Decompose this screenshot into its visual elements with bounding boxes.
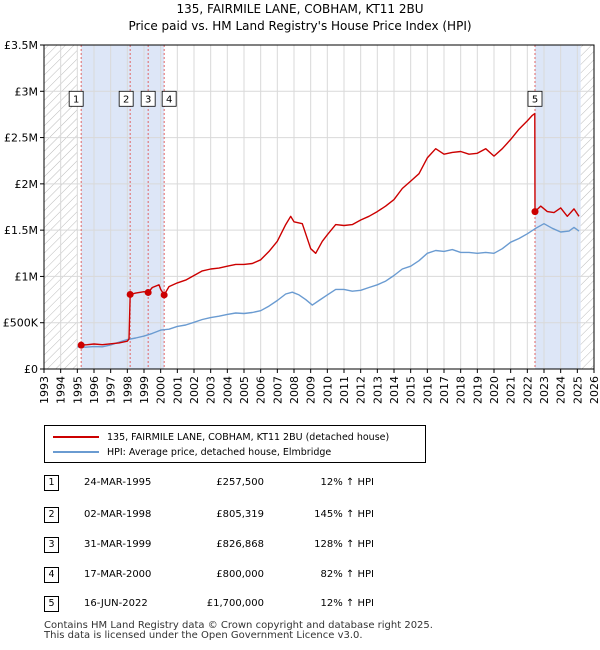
y-tick-label: £3M <box>15 85 39 98</box>
x-tick-label: 2012 <box>355 376 368 404</box>
sale-point <box>77 341 85 349</box>
x-tick-label: 2007 <box>271 376 284 404</box>
sale-number: 4 <box>44 567 59 583</box>
hpi-line <box>77 223 580 348</box>
sale-row: 2 02-MAR-1998 £805,319 145% ↑ HPI <box>44 507 444 525</box>
x-tick-label: 2024 <box>555 376 568 404</box>
sale-label-number: 4 <box>166 94 172 105</box>
x-tick-label: 1996 <box>88 376 101 404</box>
sale-date: 31-MAR-1999 <box>84 539 152 550</box>
x-tick-label: 2026 <box>588 376 600 404</box>
sale-point <box>160 291 168 299</box>
x-tick-label: 1995 <box>71 376 84 404</box>
x-tick-label: 2023 <box>538 376 551 404</box>
sale-price: £1,700,000 <box>206 598 264 609</box>
x-tick-label: 2005 <box>238 376 251 404</box>
chart-subtitle: Price paid vs. HM Land Registry's House … <box>128 19 472 33</box>
sale-label-box <box>140 90 156 107</box>
legend-swatch-property <box>53 436 99 438</box>
y-tick-label: £3.5M <box>4 39 38 52</box>
legend: 135, FAIRMILE LANE, COBHAM, KT11 2BU (de… <box>44 425 426 463</box>
x-tick-label: 2021 <box>505 376 518 404</box>
x-tick-label: 2001 <box>171 376 184 404</box>
x-tick-label: 2011 <box>338 376 351 404</box>
sale-price: £800,000 <box>216 569 264 580</box>
sale-label-number: 1 <box>73 94 79 105</box>
sale-price: £257,500 <box>216 477 264 488</box>
x-tick-label: 1999 <box>138 376 151 404</box>
y-tick-label: £500K <box>3 317 39 330</box>
sale-row: 1 24-MAR-1995 £257,500 12% ↑ HPI <box>44 475 444 493</box>
x-tick-label: 2017 <box>438 376 451 404</box>
x-tick-label: 2006 <box>255 376 268 404</box>
sale-point <box>531 208 539 216</box>
sale-row: 3 31-MAR-1999 £826,868 128% ↑ HPI <box>44 537 444 555</box>
x-tick-label: 2003 <box>205 376 218 404</box>
sale-date: 02-MAR-1998 <box>84 509 152 520</box>
footer: Contains HM Land Registry data © Crown c… <box>44 621 433 641</box>
sale-date: 16-JUN-2022 <box>84 598 148 609</box>
y-tick-label: £2.5M <box>4 132 38 145</box>
x-tick-label: 2019 <box>471 376 484 404</box>
sale-price: £805,319 <box>216 509 264 520</box>
x-tick-label: 2016 <box>421 376 434 404</box>
x-tick-label: 2008 <box>288 376 301 404</box>
sale-hpi-change: 82% ↑ HPI <box>320 569 374 580</box>
sale-label-box <box>527 90 543 107</box>
x-tick-label: 1994 <box>55 376 68 404</box>
legend-item-property: 135, FAIRMILE LANE, COBHAM, KT11 2BU (de… <box>53 430 389 444</box>
sale-label-box <box>118 90 134 107</box>
legend-swatch-hpi <box>53 451 99 453</box>
y-tick-label: £1.5M <box>4 224 38 237</box>
sale-row: 4 17-MAR-2000 £800,000 82% ↑ HPI <box>44 567 444 585</box>
sale-label-box <box>161 90 177 107</box>
x-tick-label: 2022 <box>521 376 534 404</box>
x-tick-label: 2015 <box>405 376 418 404</box>
x-tick-label: 2013 <box>371 376 384 404</box>
sale-number: 1 <box>44 475 59 491</box>
sale-date: 17-MAR-2000 <box>84 569 152 580</box>
sale-label-number: 5 <box>532 94 538 105</box>
x-tick-label: 2010 <box>321 376 334 404</box>
footer-licence: This data is licensed under the Open Gov… <box>44 630 363 641</box>
legend-label-hpi: HPI: Average price, detached house, Elmb… <box>107 446 332 458</box>
x-tick-label: 2000 <box>155 376 168 404</box>
sale-hpi-change: 128% ↑ HPI <box>314 539 374 550</box>
x-tick-label: 1993 <box>38 376 51 404</box>
property-price-line <box>81 112 580 346</box>
y-tick-label: £0 <box>24 363 38 376</box>
price-chart: 1 2 3 4 5 £0 £500K £1M £1.5M £2M £2.5M £3M £3.5M 199… <box>3 39 600 404</box>
y-tick-label: £2M <box>15 178 39 191</box>
sale-point <box>126 290 134 298</box>
sale-number: 2 <box>44 507 59 523</box>
legend-label-property: 135, FAIRMILE LANE, COBHAM, KT11 2BU (de… <box>107 431 390 443</box>
plot-frame <box>43 44 595 370</box>
x-tick-label: 2004 <box>221 376 234 404</box>
sale-label-box <box>68 90 84 107</box>
x-tick-label: 2025 <box>571 376 584 404</box>
chart-title: 135, FAIRMILE LANE, COBHAM, KT11 2BU <box>176 2 424 16</box>
sale-point <box>144 288 152 296</box>
footer-copyright: Contains HM Land Registry data © Crown c… <box>44 620 433 631</box>
legend-item-hpi: HPI: Average price, detached house, Elmb… <box>53 445 331 459</box>
y-tick-label: £1M <box>15 270 39 283</box>
x-tick-label: 2014 <box>388 376 401 404</box>
sale-price: £826,868 <box>216 539 264 550</box>
x-tick-label: 1998 <box>121 376 134 404</box>
hatched-no-data-region <box>580 45 594 369</box>
sale-date: 24-MAR-1995 <box>84 477 152 488</box>
x-tick-label: 2018 <box>455 376 468 404</box>
x-tick-label: 2009 <box>305 376 318 404</box>
sale-hpi-change: 12% ↑ HPI <box>320 477 374 488</box>
x-tick-label: 1997 <box>105 376 118 404</box>
sale-number: 5 <box>44 596 59 612</box>
x-tick-label: 2002 <box>188 376 201 404</box>
sale-label-number: 3 <box>145 94 151 105</box>
sale-hpi-change: 12% ↑ HPI <box>320 598 374 609</box>
sale-number: 3 <box>44 537 59 553</box>
sale-row: 5 16-JUN-2022 £1,700,000 12% ↑ HPI <box>44 596 444 614</box>
sale-label-number: 2 <box>123 94 129 105</box>
sale-hpi-change: 145% ↑ HPI <box>314 509 374 520</box>
x-tick-label: 2020 <box>488 376 501 404</box>
